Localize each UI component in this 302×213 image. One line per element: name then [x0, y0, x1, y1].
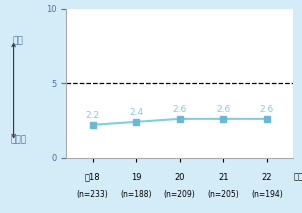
- Text: 2.6: 2.6: [260, 105, 274, 114]
- Text: 21: 21: [218, 173, 229, 181]
- Text: 2.2: 2.2: [85, 111, 100, 120]
- Text: 2.6: 2.6: [172, 105, 187, 114]
- Text: (n=194): (n=194): [251, 190, 283, 199]
- Text: (n=188): (n=188): [120, 190, 152, 199]
- Text: 2.6: 2.6: [216, 105, 230, 114]
- Text: 22: 22: [262, 173, 272, 181]
- Text: 19: 19: [131, 173, 141, 181]
- Text: 不充分: 不充分: [10, 135, 26, 144]
- Text: 2.4: 2.4: [129, 108, 143, 117]
- Text: 年度: 年度: [294, 173, 302, 181]
- Text: 充分: 充分: [13, 37, 24, 46]
- Text: 20: 20: [175, 173, 185, 181]
- Text: (n=205): (n=205): [207, 190, 239, 199]
- Text: (n=233): (n=233): [77, 190, 108, 199]
- Text: (n=209): (n=209): [164, 190, 196, 199]
- Text: 平18: 平18: [85, 173, 100, 181]
